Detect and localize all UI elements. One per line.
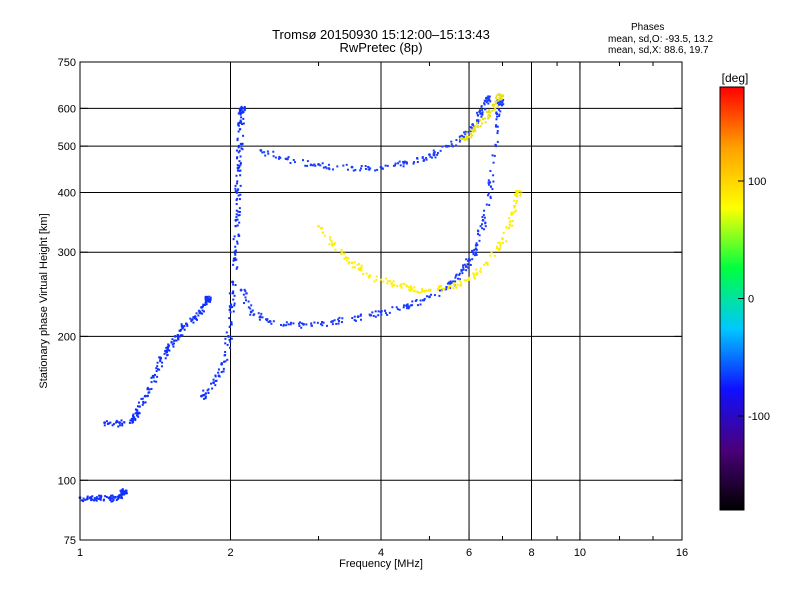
y-tick-label: 300 <box>58 247 76 259</box>
axis-ticks <box>79 61 683 541</box>
data-point <box>232 221 241 254</box>
data-point <box>331 244 356 265</box>
data-point <box>236 123 245 150</box>
data-point <box>428 284 450 293</box>
x-tick-label: 8 <box>528 547 534 559</box>
data-point <box>228 283 237 309</box>
y-tick-labels: 75 100 200 300 400 500 600 750 <box>58 57 76 547</box>
data-point <box>500 213 515 243</box>
data-point <box>467 247 478 263</box>
data-point <box>496 93 505 100</box>
colorbar-tick-label: -100 <box>748 411 770 423</box>
data-point <box>515 189 523 198</box>
x-tick-label: 16 <box>676 547 688 559</box>
x-tick-label: 1 <box>77 547 83 559</box>
colorbar-ticks: 100 0 -100 <box>738 176 770 423</box>
data-point <box>471 119 484 133</box>
data-point <box>200 382 214 400</box>
x-tick-label: 6 <box>466 547 472 559</box>
data-point <box>409 286 431 294</box>
y-tick-label: 75 <box>64 535 76 547</box>
y-tick-label: 100 <box>58 475 76 487</box>
data-point <box>317 224 336 246</box>
data-point <box>481 108 496 124</box>
data-point <box>467 263 489 280</box>
data-point <box>481 183 494 222</box>
data-point <box>460 128 474 141</box>
data-point <box>300 320 333 327</box>
colorbar-tick-label: 0 <box>748 294 754 306</box>
y-tick-label: 600 <box>58 103 76 115</box>
data-point <box>151 356 164 378</box>
data-point <box>368 274 396 288</box>
chart-subtitle: RwPretec (8p) <box>339 40 423 55</box>
data-point <box>405 155 432 165</box>
phases-label: Phases <box>631 22 665 33</box>
data-point <box>234 193 242 222</box>
data-point <box>120 488 128 496</box>
data-point <box>108 494 121 503</box>
data-point <box>268 319 303 329</box>
data-point <box>238 105 247 114</box>
data-point <box>379 160 406 170</box>
data-point <box>220 337 233 366</box>
grid-lines <box>80 62 682 540</box>
data-point <box>331 315 357 326</box>
data-point <box>448 278 470 290</box>
data-point <box>166 335 180 349</box>
data-point <box>405 295 428 310</box>
data-point <box>239 288 254 316</box>
y-tick-label: 200 <box>58 331 76 343</box>
data-point <box>159 346 171 360</box>
data-point <box>103 419 124 427</box>
data-point <box>235 146 244 170</box>
data-point <box>379 303 411 316</box>
data-point <box>259 148 290 160</box>
x-tick-label: 2 <box>227 547 233 559</box>
x-axis-label: Frequency [MHz] <box>339 558 423 570</box>
data-point <box>485 241 504 265</box>
y-tick-label: 500 <box>58 141 76 153</box>
data-point <box>478 97 490 114</box>
data-point <box>134 395 149 415</box>
data-points <box>78 93 523 503</box>
colorbar-label: [deg] <box>722 71 749 85</box>
phase-x-stats: mean, sd,X: 88.6, 19.7 <box>608 45 709 56</box>
data-point <box>231 251 239 284</box>
x-tick-label: 10 <box>574 547 586 559</box>
data-point <box>491 93 504 110</box>
data-point <box>143 376 158 398</box>
y-axis-label: Stationary phase Virtual Height [km] <box>38 213 50 388</box>
y-tick-label: 750 <box>58 57 76 69</box>
data-point <box>192 309 206 320</box>
x-tick-labels: 1 2 4 6 8 10 16 <box>77 547 688 559</box>
phase-o-stats: mean, sd,O: -93.5, 13.2 <box>608 34 714 45</box>
data-point <box>317 162 355 172</box>
data-point <box>249 310 273 325</box>
data-point <box>487 130 499 184</box>
data-point <box>204 295 212 303</box>
data-point <box>180 316 198 328</box>
data-point <box>234 169 242 197</box>
data-point <box>460 258 474 272</box>
data-point <box>225 306 235 338</box>
data-point <box>212 367 225 387</box>
chart-title: Tromsø 20150930 15:12:00–15:13:43 <box>272 27 490 42</box>
x-tick-label: 4 <box>378 547 384 559</box>
colorbar-tick-label: 100 <box>748 176 766 188</box>
data-point <box>428 281 453 299</box>
data-point <box>350 261 370 278</box>
y-tick-label: 400 <box>58 187 76 199</box>
data-point <box>356 309 383 321</box>
data-point <box>474 221 487 247</box>
data-point <box>494 102 504 128</box>
data-point <box>350 164 384 172</box>
data-point <box>173 326 186 340</box>
data-point <box>285 157 317 167</box>
data-point <box>485 95 492 103</box>
